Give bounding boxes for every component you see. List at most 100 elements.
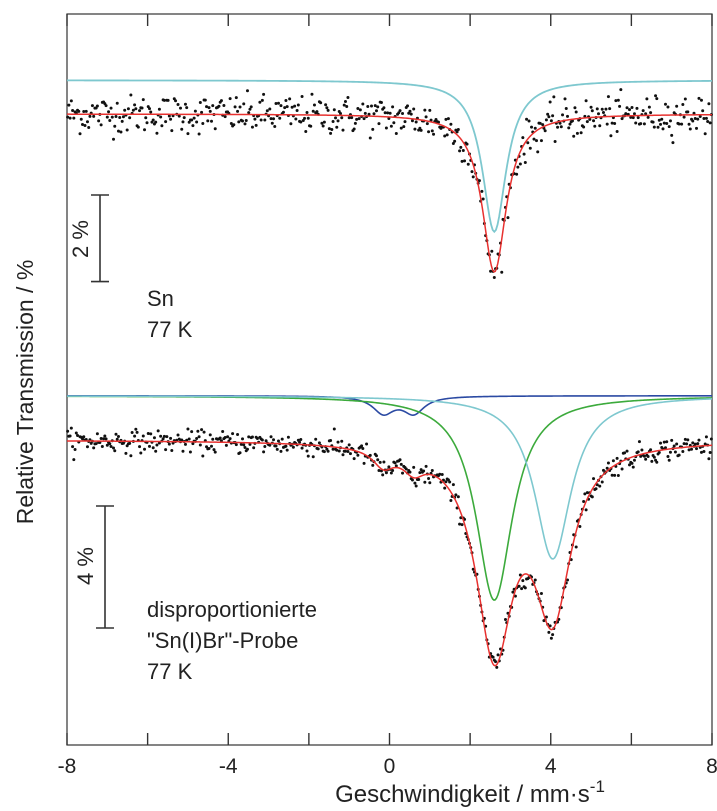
bottom-data-point: [539, 592, 543, 596]
bottom-data-point: [374, 454, 378, 458]
bottom-data-point: [448, 480, 452, 484]
bottom-data-point: [533, 578, 537, 582]
top-data-point: [492, 276, 496, 280]
top-data-point: [691, 119, 695, 123]
bottom-data-point: [105, 443, 109, 447]
top-data-point: [659, 122, 663, 126]
bottom-data-point: [691, 441, 695, 445]
bottom-data-point: [279, 449, 283, 453]
bottom-data-point: [211, 437, 215, 441]
bottom-data-point: [491, 655, 495, 659]
top-data-point: [547, 115, 551, 119]
top-data-point: [125, 128, 129, 132]
top-data-point: [170, 129, 174, 133]
bottom-data-point: [460, 523, 464, 527]
top-data-point: [610, 121, 614, 125]
top-data-point: [289, 122, 293, 126]
top-data-point: [592, 119, 596, 123]
bottom-scale-bar: 4 %: [73, 505, 114, 629]
top-data-point: [528, 146, 532, 150]
bottom-data-point: [82, 435, 86, 439]
top-data-point: [181, 120, 185, 124]
bottom-data-point: [242, 443, 246, 447]
bottom-data-point: [81, 437, 84, 441]
bottom-data-point: [438, 472, 442, 476]
top-data-point: [527, 119, 531, 123]
top-data-point: [121, 115, 125, 119]
top-data-point: [559, 125, 563, 129]
top-data-point: [582, 125, 586, 129]
bottom-data-point: [412, 465, 416, 469]
bottom-data-point: [183, 442, 187, 446]
top-data-point: [346, 96, 350, 100]
bottom-data-point: [585, 491, 589, 495]
bottom-data-point: [605, 466, 609, 470]
top-data-point: [458, 149, 462, 153]
bottom-data-point: [159, 434, 163, 438]
top-data-point: [258, 100, 262, 104]
bottom-data-point: [356, 453, 360, 457]
bottom-data-point: [611, 459, 615, 463]
top-data-point: [616, 98, 620, 102]
bottom-data-point: [272, 438, 276, 442]
bottom-label-temperature: 77 K: [147, 659, 193, 684]
top-data-point: [614, 99, 618, 103]
top-data-point: [350, 116, 354, 120]
top-data-point: [179, 106, 182, 110]
top-data-point: [71, 108, 75, 112]
top-data-point: [325, 106, 329, 110]
bottom-data-point: [574, 545, 578, 549]
bottom-data-point: [263, 445, 267, 449]
top-data-point: [242, 102, 246, 106]
top-data-point: [544, 118, 548, 122]
top-data-point: [300, 94, 304, 98]
bottom-data-point: [547, 630, 551, 634]
bottom-data-point: [417, 477, 421, 481]
top-data-point: [588, 117, 592, 121]
top-data-point: [115, 101, 119, 105]
top-data-point: [144, 116, 148, 120]
top-data-point: [105, 115, 109, 119]
top-data-point: [90, 104, 94, 108]
top-data-point: [632, 112, 636, 116]
top-data-point: [250, 125, 254, 129]
bottom-data-point: [362, 461, 366, 465]
top-data-point: [190, 118, 194, 122]
top-data-point: [601, 111, 605, 115]
top-data-point: [418, 126, 422, 130]
bottom-data-point: [176, 433, 180, 437]
top-data-point: [432, 132, 436, 136]
top-data-point: [373, 104, 377, 108]
top-data-point: [284, 98, 288, 102]
top-data-point: [192, 116, 196, 120]
top-data-point: [549, 119, 553, 123]
top-data-point: [141, 98, 145, 102]
bottom-data-point: [241, 437, 245, 441]
top-data-point: [506, 216, 510, 220]
bottom-data-point: [346, 449, 350, 453]
top-data-point: [449, 122, 453, 126]
top-data-point: [383, 111, 387, 115]
top-data-point: [646, 115, 650, 119]
top-data-point: [595, 107, 599, 111]
top-data-point: [247, 111, 251, 115]
top-data-point: [533, 126, 537, 130]
top-data-point: [176, 103, 180, 107]
bottom-data-point: [378, 460, 382, 464]
bottom-data-point: [115, 437, 119, 441]
top-data-point: [217, 104, 221, 108]
top-data-point: [78, 132, 82, 136]
top-data-point: [123, 108, 127, 112]
bottom-data-point: [165, 435, 169, 439]
top-data-point: [279, 104, 283, 108]
top-data-point: [134, 107, 138, 111]
top-data-point: [649, 111, 653, 115]
top-data-point: [213, 127, 217, 131]
top-data-point: [197, 132, 201, 136]
top-data-point: [126, 107, 130, 111]
top-data-point: [327, 127, 331, 131]
top-data-point: [377, 122, 381, 126]
top-data-point: [552, 95, 556, 99]
top-data-point: [136, 125, 140, 129]
